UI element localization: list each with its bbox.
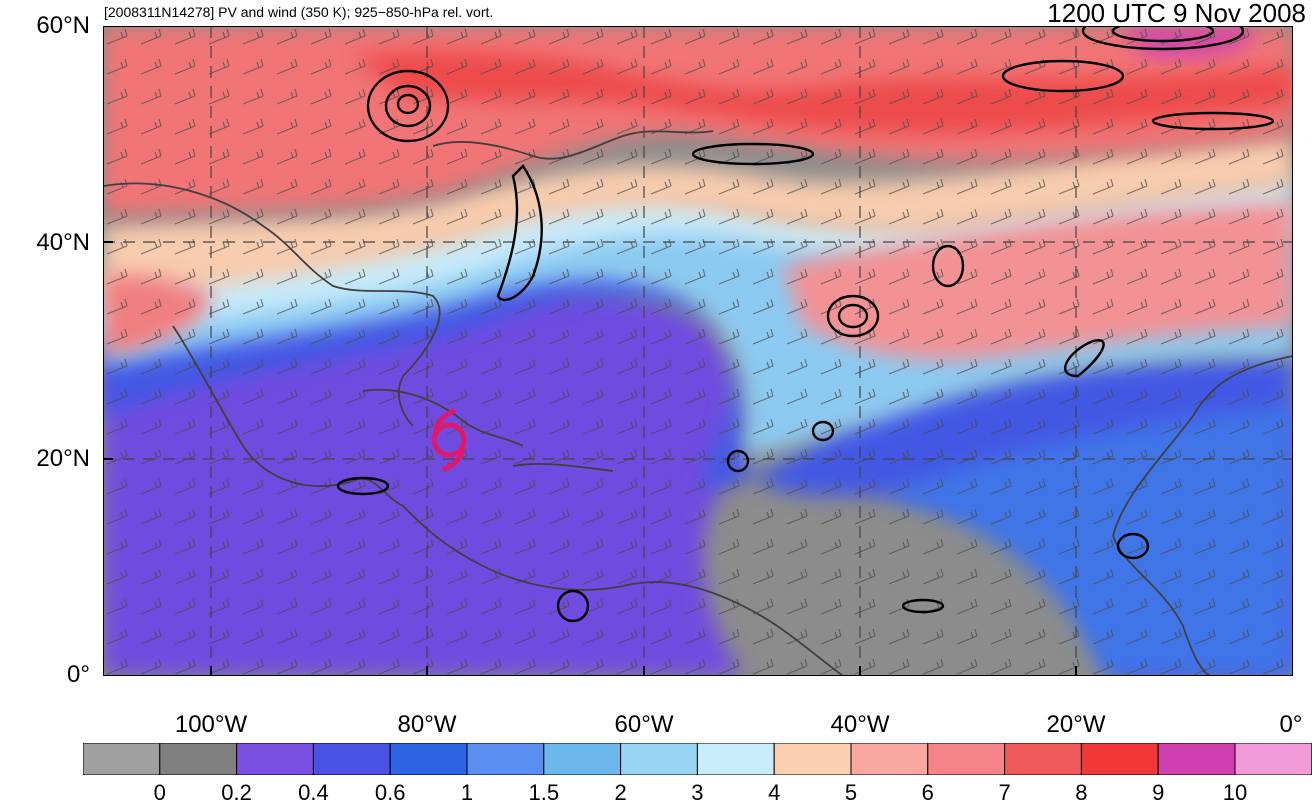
lat-label-40n: 40°N bbox=[36, 229, 90, 256]
colorbar-swatch bbox=[159, 743, 238, 775]
colorbar-tick-label: 9 bbox=[1152, 780, 1165, 805]
left-title: [2008311N14278] PV and wind (350 K); 925… bbox=[104, 4, 494, 20]
coastlines bbox=[103, 130, 1293, 676]
lat-label-20n: 20°N bbox=[36, 445, 90, 472]
lon-label-0: 0° bbox=[1279, 711, 1303, 738]
colorbar-tick-label: 8 bbox=[1075, 780, 1088, 805]
colorbar-swatch bbox=[543, 743, 622, 775]
colorbar-swatch bbox=[389, 743, 468, 775]
vorticity-contours bbox=[336, 26, 1275, 623]
colorbar-swatch bbox=[620, 743, 698, 775]
lon-label-20w: 20°W bbox=[1046, 711, 1106, 738]
lon-label-80w: 80°W bbox=[397, 711, 457, 738]
colorbar-tick-label: 5 bbox=[844, 780, 858, 805]
colorbar-swatch bbox=[696, 743, 775, 775]
colorbar-tick-label: 4 bbox=[768, 780, 781, 805]
lon-label-40w: 40°W bbox=[830, 711, 890, 738]
colorbar-tick-label: 0 bbox=[153, 780, 166, 805]
map-panel bbox=[103, 26, 1293, 676]
colorbar-swatch bbox=[773, 743, 852, 775]
colorbar-tick-label: 3 bbox=[691, 780, 704, 805]
colorbar-swatch bbox=[1004, 743, 1082, 775]
wind-barbs bbox=[103, 26, 1293, 676]
colorbar-tick-label: 2 bbox=[614, 780, 627, 805]
tropical-cyclone-symbol bbox=[431, 407, 467, 473]
colorbar-tick-label: 0.6 bbox=[374, 780, 406, 805]
colorbar-tick-label: 6 bbox=[921, 780, 934, 805]
colorbar-swatch bbox=[312, 743, 391, 775]
colorbar-swatch bbox=[850, 743, 929, 775]
colorbar-swatch bbox=[1234, 743, 1312, 775]
lat-label-0: 0° bbox=[67, 661, 90, 688]
colorbar-swatch bbox=[236, 743, 314, 775]
lon-label-60w: 60°W bbox=[614, 711, 674, 738]
colorbar-tick-label: 1.5 bbox=[528, 780, 560, 805]
lat-label-60n: 60°N bbox=[36, 12, 90, 39]
colorbar-tick-label: 1 bbox=[460, 780, 474, 805]
colorbar-tick-label: 0.4 bbox=[298, 780, 329, 805]
colorbar-tick-label: 7 bbox=[998, 780, 1011, 805]
colorbar-tick-label: 10 bbox=[1222, 780, 1248, 805]
axis-ticks bbox=[103, 241, 1077, 676]
colorbar bbox=[83, 743, 1312, 775]
lon-label-100w: 100°W bbox=[174, 711, 248, 738]
colorbar-swatch bbox=[1080, 743, 1159, 775]
colorbar-swatch bbox=[1157, 743, 1236, 775]
graticule bbox=[103, 26, 1293, 676]
colorbar-tick-label: 0.2 bbox=[221, 780, 252, 805]
colorbar-swatch bbox=[927, 743, 1006, 775]
right-title: 1200 UTC 9 Nov 2008 bbox=[1047, 0, 1306, 28]
colorbar-swatch bbox=[83, 743, 161, 775]
colorbar-swatch bbox=[466, 743, 545, 775]
